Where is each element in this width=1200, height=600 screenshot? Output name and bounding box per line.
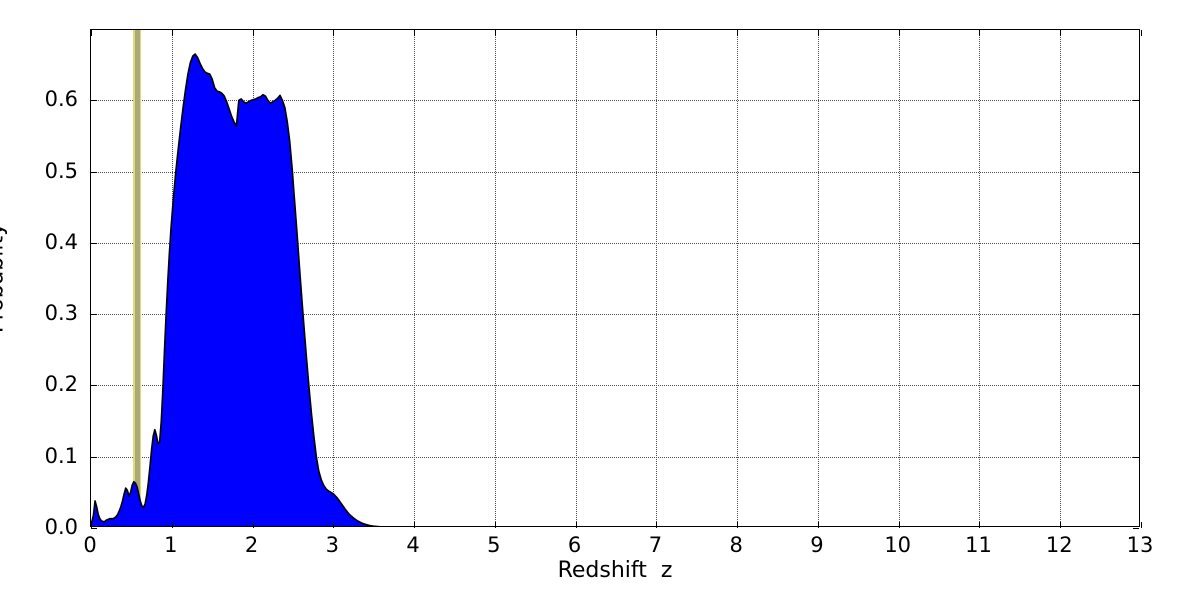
gridline-x-8: [737, 30, 739, 526]
yticklabel-0.5: 0.5: [44, 158, 78, 183]
yticklabel-0.4: 0.4: [44, 229, 78, 254]
xtick-6: [575, 522, 577, 528]
gridline-x-4: [414, 30, 416, 526]
gridline-x-5: [494, 30, 496, 526]
ytick-right-0.2: [1133, 385, 1139, 387]
xticklabel-2: 2: [244, 533, 259, 557]
xtick-top-1: [171, 30, 173, 36]
ytick-right-0.0: [1133, 528, 1139, 529]
ytick-right-0.6: [1133, 100, 1139, 102]
xticklabel-10: 10: [884, 533, 912, 557]
yticklabel-0.2: 0.2: [44, 372, 78, 397]
ytick-right-0.4: [1133, 242, 1139, 244]
xtick-7: [656, 522, 658, 528]
xtick-top-3: [333, 30, 335, 36]
gridline-y-0.4: [91, 242, 1139, 244]
xtick-1: [171, 522, 173, 528]
xtick-top-4: [414, 30, 416, 36]
xtick-top-8: [737, 30, 739, 36]
probability-density-curve: [91, 30, 1139, 526]
ytick-0.1: [91, 456, 97, 458]
y-axis-label: Probablity: [0, 222, 9, 334]
gridline-x-12: [1060, 30, 1062, 526]
gridline-y-0.1: [91, 456, 1139, 458]
xticklabel-1: 1: [164, 533, 178, 557]
xtick-top-10: [898, 30, 900, 36]
gridline-y-0.2: [91, 385, 1139, 387]
xtick-9: [817, 522, 819, 528]
curve-outline: [91, 54, 1139, 526]
gridline-y-0.3: [91, 314, 1139, 316]
gridline-x-6: [575, 30, 577, 526]
ytick-right-0.3: [1133, 314, 1139, 316]
ytick-right-0.1: [1133, 456, 1139, 458]
ytick-right-0.5: [1133, 171, 1139, 173]
xtick-top-13: [1141, 30, 1142, 36]
xticklabel-13: 13: [1126, 533, 1154, 557]
xticklabel-3: 3: [325, 533, 339, 557]
gridline-x-3: [333, 30, 335, 526]
plot-axes: [90, 29, 1142, 529]
gridline-y-0.6: [91, 100, 1139, 102]
xtick-13: [1141, 522, 1142, 528]
yticklabel-0.6: 0.6: [44, 87, 78, 112]
xtick-top-0: [91, 30, 92, 36]
xtick-0: [91, 522, 92, 528]
gridline-x-9: [817, 30, 819, 526]
xtick-8: [737, 522, 739, 528]
xtick-top-9: [817, 30, 819, 36]
xticklabel-8: 8: [729, 533, 743, 557]
gridline-x-10: [898, 30, 900, 526]
xtick-top-5: [494, 30, 496, 36]
ytick-0.2: [91, 385, 97, 387]
xtick-4: [414, 522, 416, 528]
xtick-top-2: [252, 30, 254, 36]
ytick-0.4: [91, 242, 97, 244]
ytick-0.6: [91, 100, 97, 102]
yticklabel-0.0: 0.0: [44, 515, 78, 539]
xticklabel-4: 4: [406, 533, 420, 557]
yticklabel-0.3: 0.3: [44, 301, 78, 326]
xticklabel-5: 5: [487, 533, 501, 557]
gridline-y-0.5: [91, 171, 1139, 173]
xtick-11: [979, 522, 981, 528]
gridline-x-11: [979, 30, 981, 526]
ytick-0.5: [91, 171, 97, 173]
gridline-x-7: [656, 30, 658, 526]
xtick-3: [333, 522, 335, 528]
xtick-10: [898, 522, 900, 528]
xtick-top-11: [979, 30, 981, 36]
ytick-0.3: [91, 314, 97, 316]
xticklabel-9: 9: [810, 533, 824, 557]
xticklabel-0: 0: [83, 533, 97, 557]
xticklabel-11: 11: [965, 533, 992, 557]
xticklabel-6: 6: [567, 533, 582, 557]
x-axis-label: Redshift z: [557, 558, 673, 583]
xtick-top-6: [575, 30, 577, 36]
xtick-12: [1060, 522, 1062, 528]
best-fit-redshift-band: [135, 30, 140, 526]
xticklabel-12: 12: [1045, 533, 1073, 557]
ytick-0.0: [91, 528, 97, 529]
yticklabel-0.1: 0.1: [44, 443, 78, 468]
curve-fill-area: [91, 54, 373, 526]
plot-clip-region: [91, 30, 1139, 526]
xticklabel-7: 7: [648, 533, 663, 557]
xtick-top-12: [1060, 30, 1062, 36]
xtick-5: [494, 522, 496, 528]
xtick-top-7: [656, 30, 658, 36]
xtick-2: [252, 522, 254, 528]
